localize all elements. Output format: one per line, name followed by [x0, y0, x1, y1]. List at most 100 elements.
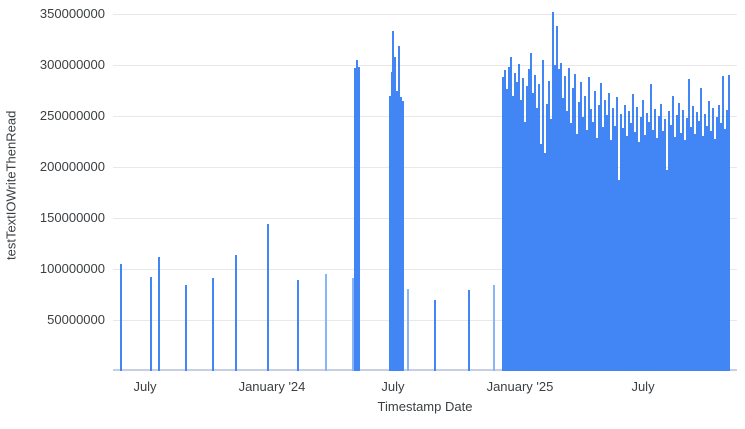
- bar[interactable]: [510, 56, 512, 371]
- bar[interactable]: [544, 152, 546, 371]
- bar[interactable]: [660, 103, 662, 371]
- bar[interactable]: [582, 117, 584, 371]
- bar[interactable]: [688, 79, 690, 371]
- bar[interactable]: [692, 105, 694, 371]
- bar[interactable]: [704, 113, 706, 371]
- bar[interactable]: [624, 104, 626, 371]
- bar[interactable]: [562, 97, 564, 371]
- bar[interactable]: [267, 224, 269, 371]
- bar[interactable]: [686, 118, 688, 371]
- bar[interactable]: [324, 274, 327, 371]
- bar[interactable]: [433, 299, 436, 371]
- bar[interactable]: [722, 76, 724, 371]
- bar[interactable]: [720, 123, 722, 371]
- bar[interactable]: [694, 134, 696, 371]
- bar[interactable]: [598, 104, 600, 371]
- bar[interactable]: [648, 122, 650, 371]
- bar[interactable]: [528, 69, 530, 371]
- bar[interactable]: [355, 59, 358, 371]
- bar[interactable]: [708, 100, 710, 371]
- bar[interactable]: [628, 110, 630, 371]
- bar[interactable]: [558, 69, 560, 371]
- bar[interactable]: [608, 92, 610, 371]
- bar[interactable]: [632, 93, 634, 371]
- bar[interactable]: [353, 68, 356, 371]
- bar[interactable]: [538, 84, 540, 371]
- bar[interactable]: [714, 139, 716, 371]
- bar[interactable]: [399, 96, 402, 371]
- bar[interactable]: [626, 136, 628, 371]
- bar[interactable]: [676, 114, 678, 371]
- bar[interactable]: [578, 101, 580, 371]
- bar[interactable]: [710, 131, 712, 371]
- bar[interactable]: [592, 122, 594, 371]
- bar[interactable]: [614, 126, 616, 371]
- bar[interactable]: [630, 123, 632, 371]
- bar[interactable]: [388, 95, 391, 371]
- bar[interactable]: [600, 83, 602, 371]
- bar[interactable]: [658, 116, 660, 371]
- bar[interactable]: [401, 100, 404, 371]
- bar[interactable]: [668, 110, 670, 371]
- bar[interactable]: [672, 95, 674, 371]
- bar[interactable]: [536, 107, 538, 371]
- bar[interactable]: [706, 126, 708, 371]
- bar[interactable]: [534, 75, 536, 371]
- bar[interactable]: [546, 103, 548, 371]
- bar[interactable]: [351, 278, 354, 371]
- bar[interactable]: [467, 290, 470, 371]
- bar[interactable]: [654, 108, 656, 371]
- bar[interactable]: [662, 131, 664, 371]
- bar[interactable]: [526, 86, 528, 371]
- bar[interactable]: [393, 56, 396, 371]
- bar[interactable]: [564, 76, 566, 371]
- bar[interactable]: [646, 112, 648, 371]
- bar[interactable]: [150, 277, 152, 371]
- bar[interactable]: [674, 137, 676, 371]
- bar[interactable]: [718, 104, 720, 371]
- bar[interactable]: [397, 45, 400, 371]
- bar[interactable]: [566, 110, 568, 371]
- bar[interactable]: [606, 114, 608, 371]
- bar[interactable]: [588, 77, 590, 371]
- bar[interactable]: [644, 135, 646, 371]
- bar[interactable]: [540, 143, 542, 371]
- bar[interactable]: [670, 125, 672, 371]
- bar[interactable]: [297, 280, 300, 371]
- bar[interactable]: [682, 109, 684, 371]
- bar[interactable]: [664, 119, 666, 371]
- bar[interactable]: [650, 84, 652, 371]
- bar[interactable]: [620, 113, 622, 371]
- bar[interactable]: [638, 141, 640, 371]
- bar[interactable]: [516, 82, 518, 371]
- bar[interactable]: [504, 70, 506, 371]
- bar[interactable]: [570, 123, 572, 371]
- bar[interactable]: [502, 77, 504, 371]
- bar[interactable]: [556, 26, 558, 371]
- bar[interactable]: [680, 133, 682, 371]
- bar[interactable]: [610, 140, 612, 371]
- bar[interactable]: [568, 68, 570, 371]
- bar[interactable]: [574, 74, 576, 371]
- bar[interactable]: [728, 75, 730, 371]
- bar[interactable]: [696, 111, 698, 371]
- bar[interactable]: [532, 92, 534, 371]
- bar[interactable]: [678, 102, 680, 371]
- bar[interactable]: [666, 170, 668, 371]
- bar[interactable]: [391, 31, 394, 371]
- bar[interactable]: [518, 63, 520, 371]
- bar[interactable]: [726, 109, 728, 371]
- bar[interactable]: [493, 285, 496, 371]
- bar[interactable]: [514, 73, 516, 371]
- bar[interactable]: [520, 99, 522, 371]
- bar[interactable]: [157, 256, 160, 371]
- bar[interactable]: [618, 180, 620, 371]
- bar[interactable]: [550, 119, 552, 371]
- bar[interactable]: [560, 62, 562, 371]
- bar[interactable]: [634, 132, 636, 371]
- bar[interactable]: [395, 90, 398, 371]
- bar[interactable]: [522, 78, 524, 371]
- bar[interactable]: [656, 138, 658, 371]
- bar[interactable]: [548, 81, 550, 371]
- bar[interactable]: [234, 254, 237, 371]
